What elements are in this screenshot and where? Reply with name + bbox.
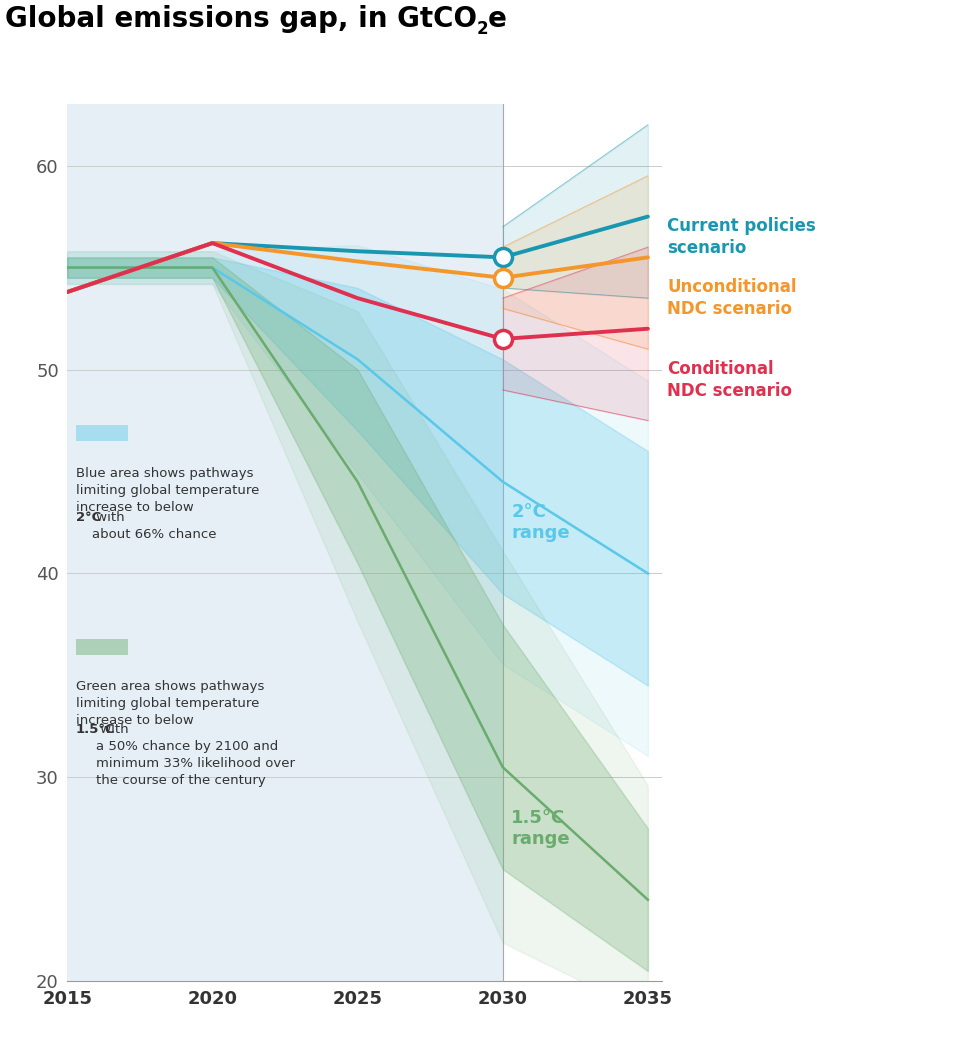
Text: Current policies
scenario: Current policies scenario [667,217,816,257]
Text: with
a 50% chance by 2100 and
minimum 33% likelihood over
the course of the cent: with a 50% chance by 2100 and minimum 33… [96,723,296,787]
Text: Green area shows pathways
limiting global temperature
increase to below: Green area shows pathways limiting globa… [76,680,264,727]
Text: e: e [488,5,507,33]
Text: Conditional
NDC scenario: Conditional NDC scenario [667,359,792,400]
Text: Blue area shows pathways
limiting global temperature
increase to below: Blue area shows pathways limiting global… [76,468,259,515]
Text: 2°C
range: 2°C range [512,503,570,542]
Bar [67,104,503,981]
Text: 1.5°C
range: 1.5°C range [512,809,570,848]
Text: Unconditional
NDC scenario: Unconditional NDC scenario [667,278,797,318]
Text: with
about 66% chance: with about 66% chance [92,512,216,541]
Text: Global emissions gap, in GtCO: Global emissions gap, in GtCO [5,5,477,33]
Text: 2°C: 2°C [76,512,101,524]
Bar [76,639,129,655]
Text: 2: 2 [477,20,489,38]
Bar [76,425,129,441]
Text: 1.5°C: 1.5°C [76,723,115,736]
